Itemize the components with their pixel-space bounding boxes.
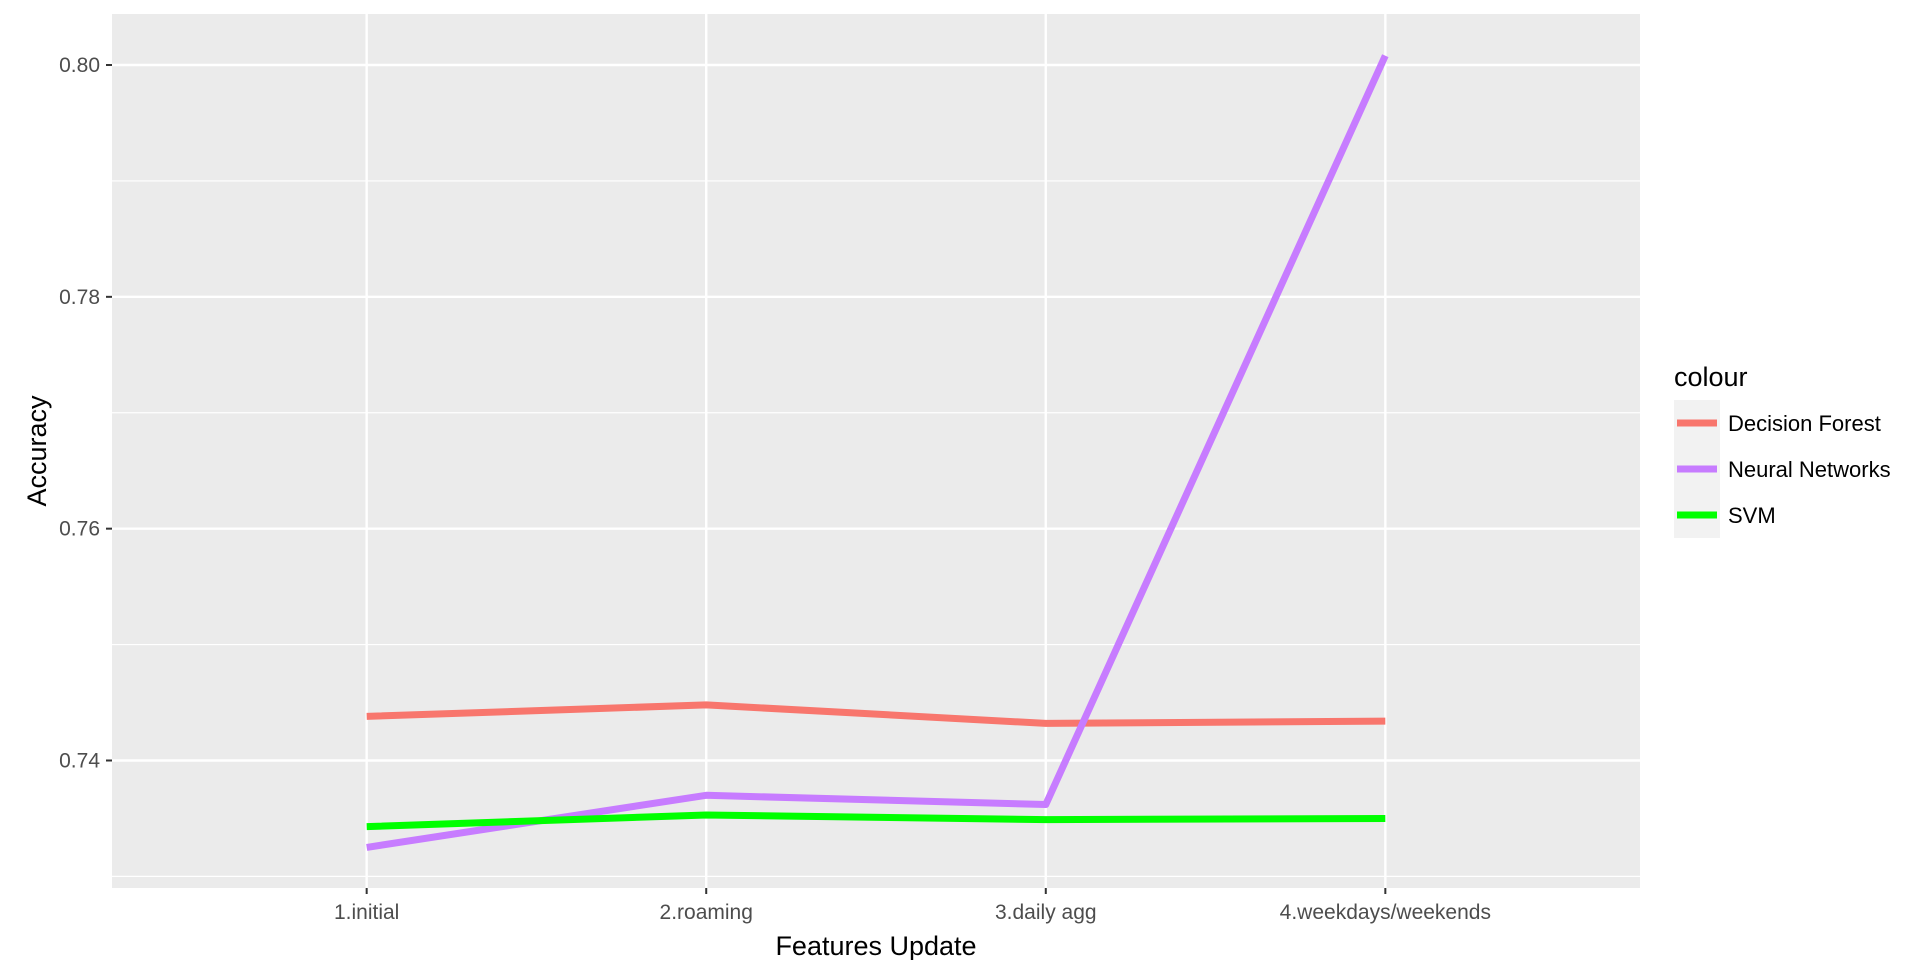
plot-panel bbox=[112, 14, 1640, 888]
x-tick-label: 1.initial bbox=[334, 901, 399, 924]
y-tick-label: 0.78 bbox=[59, 286, 100, 309]
legend-label: SVM bbox=[1728, 503, 1776, 528]
x-tick-label: 2.roaming bbox=[660, 901, 753, 924]
legend-label: Decision Forest bbox=[1728, 411, 1881, 436]
series-line-decision-forest bbox=[366, 701, 1386, 727]
y-tick-label: 0.80 bbox=[59, 54, 100, 77]
y-axis-title: Accuracy bbox=[22, 395, 52, 507]
x-axis-title: Features Update bbox=[775, 931, 976, 960]
series-lines bbox=[366, 54, 1389, 851]
x-tick-label: 3.daily agg bbox=[995, 901, 1097, 924]
y-axis: 0.74 0.76 0.78 0.80 bbox=[59, 54, 112, 772]
y-tick-label: 0.74 bbox=[59, 749, 100, 772]
major-gridlines bbox=[112, 14, 1640, 888]
y-tick-label: 0.76 bbox=[59, 518, 100, 541]
x-axis: 1.initial 2.roaming 3.daily agg 4.weekdays/… bbox=[334, 888, 1491, 924]
legend-items: Decision Forest Neural Networks SVM bbox=[1674, 400, 1891, 538]
legend-label: Neural Networks bbox=[1728, 457, 1891, 482]
x-tick-label: 4.weekdays/weekends bbox=[1280, 901, 1491, 924]
series-line-svm bbox=[366, 811, 1386, 831]
legend-title: colour bbox=[1674, 362, 1748, 392]
legend: colour Decision Forest Neural Networks SVM bbox=[1674, 362, 1891, 538]
